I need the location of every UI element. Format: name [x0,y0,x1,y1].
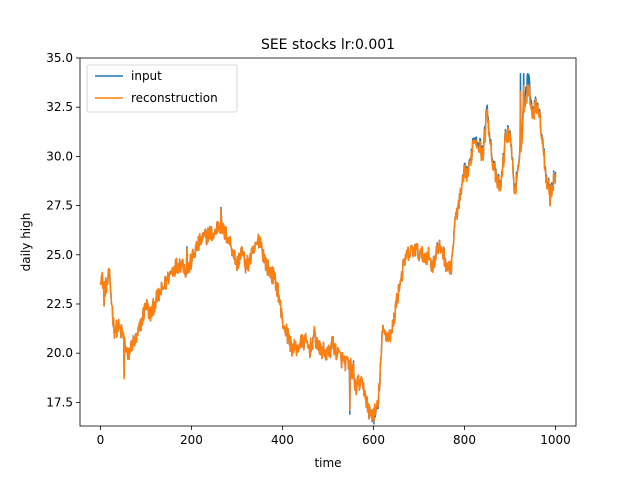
legend: input reconstruction [86,64,238,113]
y-tick-label: 32.5 [46,100,73,114]
y-axis: 17.5 20.0 22.5 25.0 27.5 30.0 32.5 35.0 [46,51,80,409]
legend-box [86,64,238,113]
plot-area [99,72,557,425]
y-tick-label: 22.5 [46,297,73,311]
y-tick-label: 17.5 [46,395,73,409]
y-tick-label: 20.0 [46,346,73,360]
x-axis: 0 200 400 600 800 1000 [97,426,571,447]
x-tick-label: 800 [453,433,476,447]
y-tick-label: 30.0 [46,149,73,163]
y-tick-label: 25.0 [46,248,73,262]
y-tick-label: 27.5 [46,199,73,213]
y-tick-label: 35.0 [46,51,73,65]
chart-title: SEE stocks lr:0.001 [261,37,395,53]
x-tick-label: 0 [97,433,105,447]
x-tick-label: 600 [362,433,385,447]
x-tick-label: 200 [180,433,203,447]
series-line-reconstruction [99,84,557,423]
y-axis-label: daily high [19,213,33,272]
legend-label-reconstruction: reconstruction [131,91,218,105]
x-tick-label: 400 [271,433,294,447]
x-axis-label: time [314,456,341,470]
legend-label-input: input [131,69,162,83]
plot-frame [79,57,577,427]
series-layer [99,72,557,425]
x-tick-label: 1000 [540,433,571,447]
